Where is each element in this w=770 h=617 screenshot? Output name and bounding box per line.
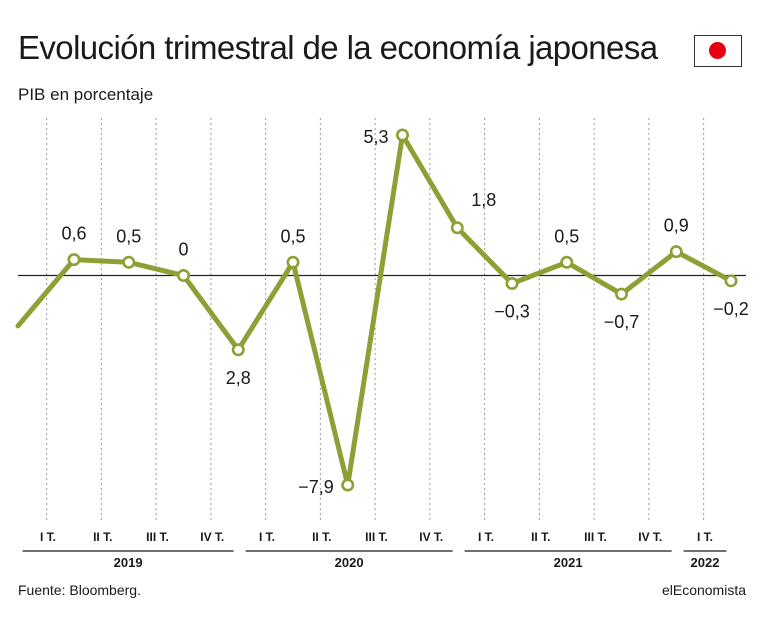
quarter-tick-label: IV T. [419, 530, 443, 544]
year-label: 2019 [114, 555, 143, 570]
data-point [231, 343, 245, 357]
data-label: 2,8 [226, 368, 251, 388]
data-point [286, 255, 300, 269]
data-point [669, 245, 683, 259]
year-label: 2020 [335, 555, 364, 570]
data-label: 0,9 [664, 216, 689, 236]
data-point [122, 255, 136, 269]
chart-title: Evolución trimestral de la economía japo… [18, 29, 658, 66]
quarter-tick-label: I T. [478, 530, 494, 544]
data-label: −0,2 [713, 299, 749, 319]
data-point [341, 478, 355, 492]
quarter-tick-label: I T. [259, 530, 275, 544]
quarter-tick-label: III T. [584, 530, 607, 544]
data-point [395, 128, 409, 142]
year-label: 2022 [691, 555, 720, 570]
chart-subtitle: PIB en porcentaje [18, 85, 154, 104]
data-label: 0,5 [116, 226, 141, 246]
data-label: 0,5 [554, 226, 579, 246]
grid-lines [46, 118, 705, 520]
data-point [505, 276, 519, 290]
data-points [67, 128, 738, 492]
data-label: 0,6 [61, 224, 86, 244]
data-point [724, 274, 738, 288]
data-point [614, 287, 628, 301]
data-label: 0 [178, 240, 188, 260]
quarter-tick-label: I T. [40, 530, 56, 544]
quarter-tick-label: IV T. [638, 530, 662, 544]
data-label: −0,7 [604, 312, 640, 332]
data-point [177, 269, 191, 283]
data-label: 5,3 [363, 127, 388, 147]
quarter-tick-label: II T. [93, 530, 112, 544]
year-label: 2021 [554, 555, 583, 570]
series-line [15, 132, 734, 488]
data-label: −0,3 [494, 301, 530, 321]
flag-disc [709, 42, 726, 59]
quarter-tick-label: II T. [531, 530, 550, 544]
data-point [450, 221, 464, 235]
series-line-group [15, 132, 734, 488]
source-note: Fuente: Bloomberg. [18, 582, 141, 598]
japan-flag-icon [694, 35, 742, 67]
data-label: 1,8 [471, 190, 496, 210]
data-point [560, 255, 574, 269]
data-label: −7,9 [298, 477, 334, 497]
data-labels: 0,6 0,5 0 2,8 0,5 −7,9 5,3 1,8 −0,3 0,5 −0,7 0,9 −0,… [61, 127, 748, 497]
quarter-tick-label: III T. [146, 530, 169, 544]
x-axis: I T. II T. III T. IV T. I T. II T. III T. IV T.… [22, 530, 727, 570]
quarter-tick-label: IV T. [200, 530, 224, 544]
data-point [67, 253, 81, 267]
data-label: 0,5 [280, 226, 305, 246]
quarter-tick-label: I T. [697, 530, 713, 544]
quarter-tick-label: II T. [312, 530, 331, 544]
quarter-tick-label: III T. [365, 530, 388, 544]
brand-logo-text: elEconomista [661, 582, 746, 598]
